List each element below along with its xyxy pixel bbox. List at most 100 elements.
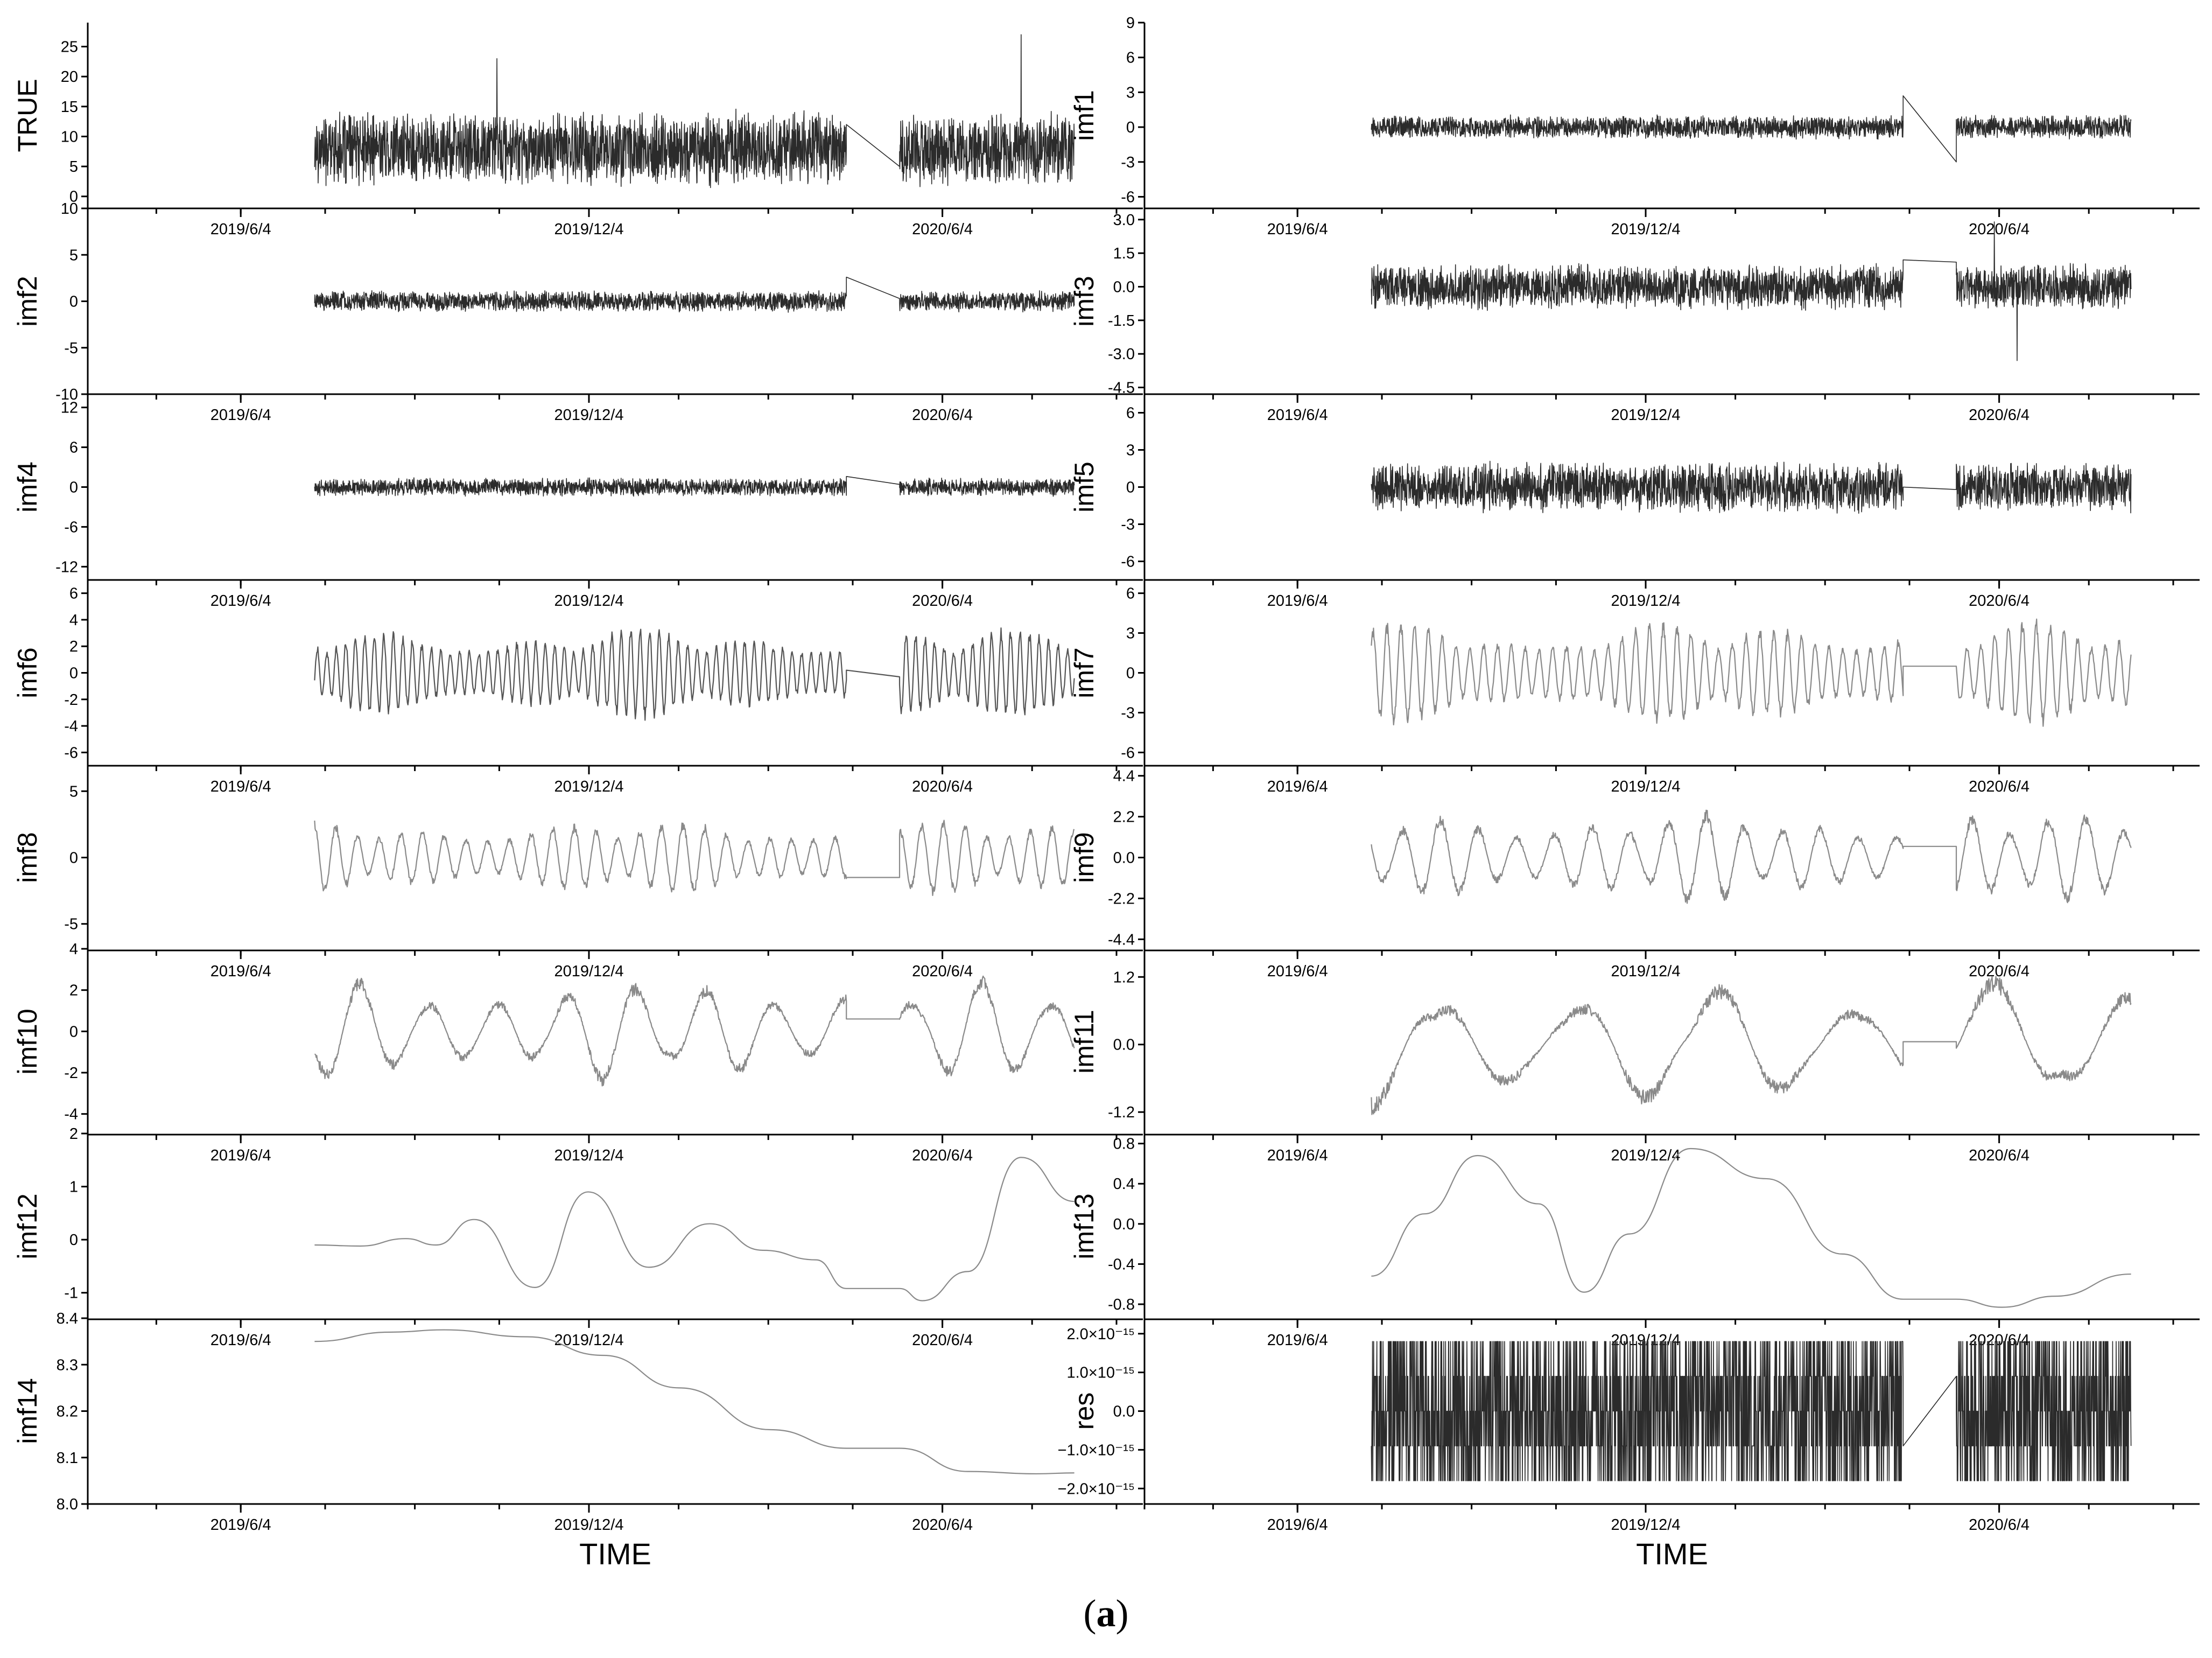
series-line-imf14 <box>314 1329 1075 1475</box>
x-tick-label: 2019/6/4 <box>1267 778 1328 795</box>
y-tick-label: 4 <box>69 612 78 629</box>
figure-caption: (a) <box>1083 1592 1129 1635</box>
y-tick-label: -3.0 <box>1108 346 1135 363</box>
series-line-imf8 <box>314 820 1075 897</box>
x-tick-label: 2019/12/4 <box>554 778 623 795</box>
x-tick-label: 2019/6/4 <box>1267 1147 1328 1164</box>
panel-imf12: -1 0 1 2 2019/6/4 2019/12/4 2020/6/4 imf12 <box>12 1125 1143 1349</box>
y-tick-label: 6 <box>1126 585 1135 603</box>
y-tick-label: 1.0×10⁻¹⁵ <box>1067 1365 1135 1382</box>
series-line-imf13 <box>1371 1148 2131 1308</box>
x-tick-label: 2020/6/4 <box>1969 778 2030 795</box>
y-tick-label: 0 <box>69 293 78 311</box>
y-tick-label: 0 <box>69 188 78 206</box>
y-tick-label: -5 <box>64 340 78 357</box>
x-tick-label: 2020/6/4 <box>912 778 973 795</box>
y-tick-label: 3.0 <box>1113 212 1135 229</box>
x-tick-label: 2019/6/4 <box>1267 407 1328 424</box>
y-tick-label: 8.4 <box>57 1310 78 1327</box>
y-tick-label: 2 <box>69 1125 78 1143</box>
series-line-imf10 <box>314 975 1075 1087</box>
x-tick-label: 2019/12/4 <box>554 592 623 610</box>
x-tick-label: 2019/6/4 <box>210 778 271 795</box>
y-tick-label: 1 <box>69 1179 78 1196</box>
y-tick-label: 9 <box>1126 15 1135 32</box>
y-tick-label: −1.0×10⁻¹⁵ <box>1058 1442 1135 1459</box>
y-tick-label: -6 <box>64 744 78 761</box>
x-tick-label: 2019/12/4 <box>554 1147 623 1164</box>
y-tick-label: 10 <box>61 128 78 145</box>
y-tick-label: 0 <box>1126 665 1135 682</box>
x-tick-label: 2019/6/4 <box>1267 1332 1328 1349</box>
panel-imf1: -6 -3 0 3 6 9 2019/6/4 2019/12/4 2020/6/4 imf1 <box>1069 15 2200 238</box>
y-tick-label: -2.2 <box>1108 890 1135 907</box>
y-tick-label: -1.2 <box>1108 1104 1135 1121</box>
x-tick-label: 2020/6/4 <box>1969 221 2030 238</box>
y-tick-label: 5 <box>69 247 78 264</box>
x-tick-label: 2019/6/4 <box>210 1516 271 1534</box>
x-axis-title: TIME <box>579 1537 651 1571</box>
x-tick-label: 2020/6/4 <box>912 1332 973 1349</box>
x-tick-label: 2020/6/4 <box>912 407 973 424</box>
x-tick-label: 2020/6/4 <box>1969 1516 2030 1534</box>
x-tick-label: 2020/6/4 <box>912 1147 973 1164</box>
series-line-imf5 <box>1371 460 2132 514</box>
x-tick-label: 2020/6/4 <box>1969 1147 2030 1164</box>
y-tick-label: 0.4 <box>1113 1176 1135 1193</box>
x-tick-label: 2019/6/4 <box>1267 1516 1328 1534</box>
y-tick-label: -3 <box>1121 516 1135 534</box>
x-tick-label: 2020/6/4 <box>912 221 973 238</box>
panel-TRUE: 0 5 10 15 20 25 2019/6/4 2019/12/4 2020/6/4 TRUE <box>12 23 1143 238</box>
y-tick-label: 5 <box>69 158 78 176</box>
y-tick-label: 6 <box>1126 405 1135 422</box>
x-tick-label: 2019/12/4 <box>1611 1332 1680 1349</box>
y-tick-label: 20 <box>61 68 78 86</box>
panel-imf6: -6 -4 -2 0 2 4 6 2019/6/4 2019/12/4 2020/6/4 imf6 <box>12 580 1143 795</box>
y-axis-label: imf3 <box>1069 276 1099 326</box>
x-tick-label: 2019/6/4 <box>210 221 271 238</box>
y-tick-label: 6 <box>69 585 78 603</box>
y-tick-label: −2.0×10⁻¹⁵ <box>1058 1480 1135 1498</box>
y-tick-label: 0.0 <box>1113 278 1135 296</box>
y-tick-label: -0.8 <box>1108 1296 1135 1313</box>
y-tick-label: -2 <box>64 1065 78 1082</box>
y-tick-label: 10 <box>61 200 78 218</box>
y-tick-label: 8.1 <box>57 1450 78 1467</box>
y-tick-label: 8.2 <box>57 1403 78 1421</box>
panel-imf2: -10 -5 0 5 10 2019/6/4 2019/12/4 2020/6/4 imf2 <box>12 200 1143 424</box>
y-tick-label: -10 <box>55 386 78 403</box>
panel-res: −2.0×10⁻¹⁵ −1.0×10⁻¹⁵ 0.0 1.0×10⁻¹⁵ 2.0×10⁻¹… <box>1058 1318 2200 1571</box>
x-tick-label: 2019/12/4 <box>1611 592 1680 610</box>
y-axis-label: res <box>1069 1393 1099 1430</box>
x-tick-label: 2019/12/4 <box>1611 1516 1680 1534</box>
x-tick-label: 2020/6/4 <box>1969 963 2030 980</box>
x-tick-label: 2019/12/4 <box>554 221 623 238</box>
y-tick-label: 2 <box>69 638 78 655</box>
panel-imf4: -12 -6 0 6 12 2019/6/4 2019/12/4 2020/6/4 imf4 <box>12 394 1143 610</box>
y-axis-label: imf14 <box>12 1378 43 1444</box>
y-tick-label: 2 <box>69 982 78 999</box>
y-tick-label: -6 <box>1121 744 1135 761</box>
y-tick-label: 0 <box>1126 119 1135 136</box>
x-tick-label: 2019/12/4 <box>1611 963 1680 980</box>
y-axis-label: imf13 <box>1069 1193 1099 1259</box>
y-tick-label: 4 <box>69 941 78 958</box>
y-tick-label: 0 <box>69 1023 78 1040</box>
x-tick-label: 2019/6/4 <box>210 407 271 424</box>
x-tick-label: 2019/12/4 <box>554 407 623 424</box>
y-tick-label: -3 <box>1121 704 1135 722</box>
series-line-TRUE <box>314 34 1075 188</box>
panel-imf13: -0.8 -0.4 0.0 0.4 0.8 2019/6/4 2019/12/4 2020/6… <box>1069 1134 2200 1349</box>
y-tick-label: 0.0 <box>1113 1216 1135 1233</box>
y-tick-label: 0.0 <box>1113 1403 1135 1421</box>
y-tick-label: 0.0 <box>1113 850 1135 867</box>
series-line-res <box>1371 1341 2132 1481</box>
series-line-imf1 <box>1371 95 2132 163</box>
x-tick-label: 2020/6/4 <box>1969 407 2030 424</box>
x-tick-label: 2019/6/4 <box>1267 592 1328 610</box>
y-tick-label: 15 <box>61 99 78 116</box>
panel-imf3: -4.5 -3.0 -1.5 0.0 1.5 3.0 2019/6/4 2019/12/4 20… <box>1069 208 2200 424</box>
series-line-imf7 <box>1371 618 2132 727</box>
y-tick-label: -12 <box>55 558 78 576</box>
y-tick-label: -4.4 <box>1108 931 1135 948</box>
